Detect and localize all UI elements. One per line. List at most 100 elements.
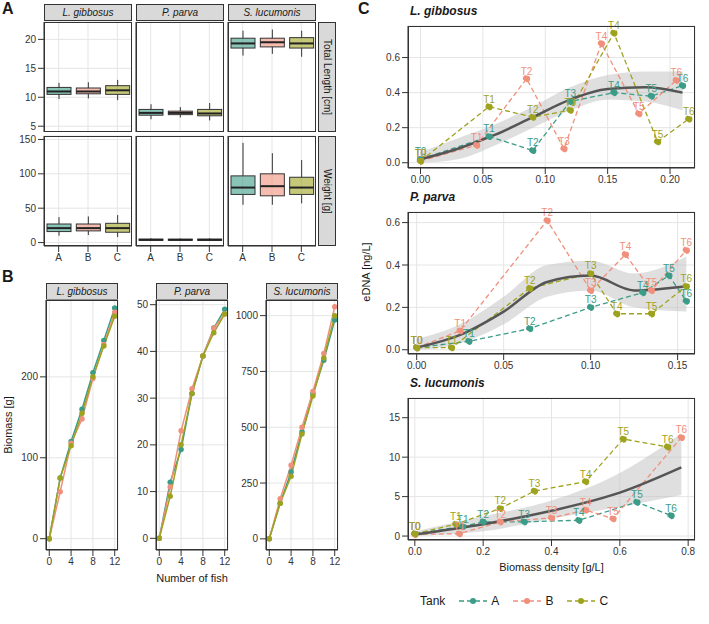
svg-text:0.10: 0.10: [536, 174, 556, 185]
svg-text:8: 8: [90, 556, 96, 567]
svg-text:20: 20: [137, 439, 149, 450]
svg-text:0.2: 0.2: [386, 122, 400, 133]
svg-text:T0: T0: [409, 521, 421, 532]
svg-text:T6: T6: [680, 237, 692, 248]
svg-text:T5: T5: [617, 426, 629, 437]
svg-text:T0: T0: [415, 148, 427, 159]
svg-text:T5: T5: [652, 129, 664, 140]
svg-text:C: C: [114, 252, 121, 263]
svg-text:100: 100: [19, 168, 36, 179]
svg-text:T6: T6: [670, 67, 682, 78]
svg-text:T0: T0: [411, 335, 423, 346]
svg-text:0.2: 0.2: [386, 302, 400, 313]
svg-text:8: 8: [200, 556, 206, 567]
svg-text:5: 5: [30, 121, 36, 132]
svg-text:150: 150: [19, 134, 36, 145]
svg-text:0.10: 0.10: [581, 360, 601, 371]
svg-text:0.0: 0.0: [408, 546, 422, 557]
svg-text:0.6: 0.6: [386, 217, 400, 228]
svg-text:0.8: 0.8: [681, 546, 695, 557]
svg-text:0: 0: [46, 556, 52, 567]
svg-text:T2: T2: [477, 509, 489, 520]
svg-text:A: A: [55, 252, 62, 263]
svg-text:T5: T5: [663, 263, 675, 274]
svg-text:12: 12: [109, 556, 121, 567]
svg-text:T4: T4: [573, 507, 585, 518]
svg-text:B: B: [177, 252, 184, 263]
svg-text:0: 0: [394, 531, 400, 542]
svg-text:T0: T0: [415, 148, 427, 159]
svg-text:T4: T4: [611, 301, 623, 312]
svg-text:T3: T3: [546, 505, 558, 516]
svg-text:T4: T4: [608, 20, 620, 31]
svg-text:C: C: [206, 252, 213, 263]
svg-text:T5: T5: [607, 506, 619, 517]
svg-text:T3: T3: [585, 294, 597, 305]
svg-text:T3: T3: [529, 478, 541, 489]
svg-text:A: A: [147, 252, 154, 263]
svg-text:10: 10: [389, 452, 401, 463]
svg-text:T0: T0: [411, 335, 423, 346]
svg-text:50: 50: [25, 203, 37, 214]
svg-text:10: 10: [137, 486, 149, 497]
svg-text:T2: T2: [521, 66, 533, 77]
svg-text:0.05: 0.05: [473, 174, 493, 185]
svg-text:T2: T2: [527, 104, 539, 115]
svg-text:0: 0: [32, 533, 38, 544]
svg-text:0.05: 0.05: [494, 360, 514, 371]
svg-text:0.4: 0.4: [386, 87, 400, 98]
svg-text:T3: T3: [585, 277, 597, 288]
svg-text:T2: T2: [524, 316, 536, 327]
svg-text:T6: T6: [683, 106, 695, 117]
svg-text:T1: T1: [483, 94, 495, 105]
svg-text:T4: T4: [608, 80, 620, 91]
svg-text:0.4: 0.4: [386, 260, 400, 271]
svg-text:1000: 1000: [236, 310, 258, 321]
svg-text:0.20: 0.20: [660, 174, 680, 185]
svg-text:0.0: 0.0: [386, 344, 400, 355]
svg-text:T3: T3: [585, 260, 597, 271]
svg-text:100: 100: [21, 452, 38, 463]
svg-text:T1: T1: [471, 132, 483, 143]
svg-text:T5: T5: [633, 101, 645, 112]
svg-text:T3: T3: [558, 136, 570, 147]
svg-text:15: 15: [25, 63, 37, 74]
svg-text:0: 0: [252, 533, 258, 544]
svg-text:5: 5: [394, 491, 400, 502]
svg-text:B: B: [269, 252, 276, 263]
svg-text:500: 500: [241, 422, 258, 433]
svg-text:50: 50: [137, 299, 149, 310]
svg-text:T2: T2: [494, 509, 506, 520]
svg-text:4: 4: [68, 556, 74, 567]
svg-text:0.00: 0.00: [407, 360, 427, 371]
svg-text:T1: T1: [450, 511, 462, 522]
svg-text:0.0: 0.0: [386, 157, 400, 168]
svg-text:0: 0: [30, 237, 36, 248]
svg-text:0: 0: [156, 556, 162, 567]
svg-text:0.6: 0.6: [613, 546, 627, 557]
svg-text:T5: T5: [645, 83, 657, 94]
svg-text:T1: T1: [454, 318, 466, 329]
svg-text:C: C: [298, 252, 305, 263]
svg-text:T6: T6: [675, 424, 687, 435]
svg-text:30: 30: [137, 393, 149, 404]
svg-text:40: 40: [137, 346, 149, 357]
svg-text:200: 200: [21, 371, 38, 382]
svg-text:T2: T2: [527, 137, 539, 148]
svg-text:750: 750: [241, 366, 258, 377]
svg-text:T6: T6: [680, 288, 692, 299]
svg-text:T2: T2: [494, 495, 506, 506]
svg-text:20: 20: [25, 34, 37, 45]
svg-text:T2: T2: [541, 207, 553, 218]
svg-text:B: B: [85, 252, 92, 263]
svg-text:0.4: 0.4: [545, 546, 559, 557]
svg-text:T6: T6: [665, 503, 677, 514]
svg-text:0.6: 0.6: [386, 52, 400, 63]
svg-text:T1: T1: [446, 335, 458, 346]
svg-text:T3: T3: [518, 509, 530, 520]
svg-text:T3: T3: [564, 97, 576, 108]
svg-text:0.15: 0.15: [598, 174, 618, 185]
svg-text:T0: T0: [409, 521, 421, 532]
svg-text:8: 8: [310, 556, 316, 567]
svg-text:T6: T6: [680, 273, 692, 284]
